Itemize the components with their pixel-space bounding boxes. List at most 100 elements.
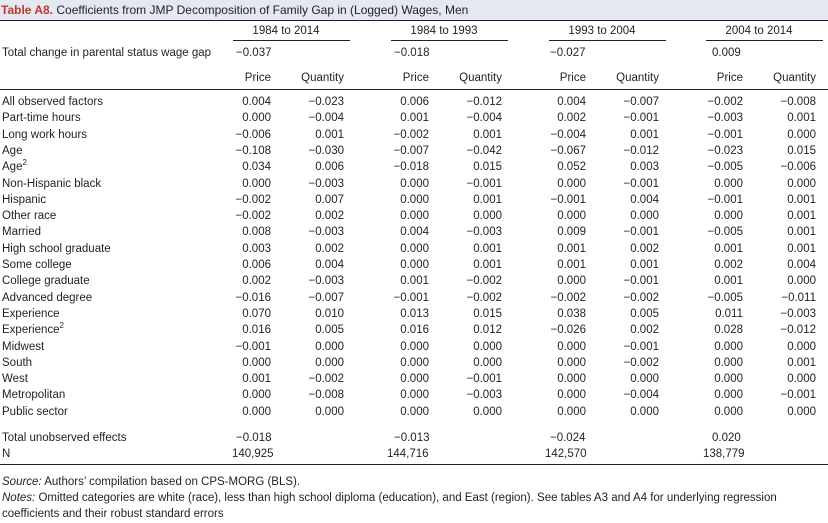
- row-label: Long work hours: [2, 129, 87, 141]
- row-value: −0.003: [308, 177, 345, 190]
- row-label-text: High school graduate: [2, 242, 111, 255]
- row-value: 0.002: [315, 210, 344, 223]
- row-value: −0.016: [235, 291, 272, 304]
- row-value: 0.000: [557, 389, 586, 402]
- row-value: 0.001: [400, 112, 429, 125]
- row-label: Metropolitan: [2, 389, 65, 401]
- row-value: 0.000: [400, 210, 429, 223]
- row-value: −0.001: [623, 112, 660, 125]
- row-value: 0.000: [630, 210, 659, 223]
- row-label-text: Advanced degree: [2, 291, 93, 304]
- period-header-4: 2004 to 2014: [725, 25, 793, 37]
- row-value: 0.000: [714, 389, 743, 402]
- row-label-text: Long work hours: [2, 128, 88, 141]
- table-title-text: Coefficients from JMP Decomposition of F…: [56, 3, 469, 17]
- row-value: −0.006: [780, 161, 817, 174]
- row-value: 0.000: [400, 340, 429, 353]
- row-value: −0.006: [235, 128, 272, 141]
- row-value: 0.000: [242, 389, 271, 402]
- total-change-value: −0.027: [550, 47, 586, 59]
- row-value: 0.000: [714, 177, 743, 190]
- row-value: 0.010: [315, 307, 344, 320]
- row-label-text: College graduate: [2, 275, 90, 288]
- period-header-1: 1984 to 2014: [252, 25, 320, 37]
- row-value: 0.006: [315, 161, 344, 174]
- row-value: 0.011: [715, 307, 743, 320]
- source-text: Authors’ compilation based on CPS-MORG (…: [41, 476, 301, 488]
- row-value: 0.000: [242, 405, 271, 418]
- price-header: Price: [244, 72, 271, 84]
- row-value: 0.034: [242, 161, 271, 174]
- quantity-header: Quantity: [459, 72, 502, 84]
- row-label-superscript: 2: [59, 321, 64, 331]
- table-row: Part-time hours 0.000 −0.004 0.001 −0.004 0.0…: [0, 112, 828, 128]
- row-value: 0.038: [557, 307, 586, 320]
- table-row: Hispanic −0.002 0.007 0.000 0.001 −0.001 0.004…: [0, 194, 828, 210]
- row-value: 0.004: [787, 259, 816, 271]
- row-value: 0.005: [315, 324, 344, 337]
- row-label-text: South: [2, 356, 33, 369]
- table-row: Age −0.108 −0.030 −0.007 −0.042 −0.067 −0.012 −…: [0, 145, 828, 161]
- row-value: 0.000: [400, 259, 429, 271]
- row-value: 0.002: [630, 324, 659, 337]
- quantity-header: Quantity: [773, 72, 816, 84]
- row-value: −0.004: [466, 112, 503, 125]
- row-label-text: Experience: [2, 324, 60, 337]
- price-header: Price: [559, 72, 586, 84]
- row-value: −0.042: [466, 144, 503, 157]
- row-value: 0.000: [787, 405, 816, 418]
- row-value: 0.001: [787, 242, 816, 255]
- row-value: 0.000: [473, 210, 502, 223]
- row-value: −0.026: [550, 324, 587, 337]
- header-rule: [0, 89, 828, 90]
- total-change-row: Total change in parental status wage gap…: [0, 47, 828, 63]
- row-value: 0.000: [242, 112, 271, 125]
- row-value: 0.000: [400, 373, 429, 386]
- row-value: 0.001: [473, 259, 502, 271]
- row-label-text: West: [2, 373, 28, 386]
- row-value: −0.005: [707, 226, 744, 239]
- row-value: 0.002: [714, 259, 743, 271]
- quantity-header: Quantity: [301, 72, 344, 84]
- row-value: 0.000: [557, 177, 586, 190]
- row-value: −0.002: [550, 291, 587, 304]
- table-row: Public sector 0.000 0.000 0.000 0.000 0.000 0.…: [0, 406, 828, 422]
- row-value: 0.000: [315, 340, 344, 353]
- row-value: 0.000: [787, 373, 816, 386]
- row-value: −0.003: [466, 226, 503, 239]
- total-unobserved-value: −0.013: [394, 432, 430, 444]
- notes-note: Notes: Omitted categories are white (rac…: [2, 490, 822, 522]
- n-label: N: [2, 448, 11, 460]
- table-row: Experience2 0.016 0.005 0.016 0.012 −0.026 0.0…: [0, 321, 828, 340]
- period-rule-2: [391, 40, 508, 41]
- row-value: −0.012: [780, 324, 817, 337]
- row-value: 0.002: [630, 242, 659, 255]
- row-value: 0.000: [714, 373, 743, 386]
- row-label-text: Married: [2, 226, 41, 239]
- row-label-text: Midwest: [2, 340, 45, 353]
- row-value: −0.003: [466, 389, 503, 402]
- quantity-header: Quantity: [616, 72, 659, 84]
- table-row: West 0.001 −0.002 0.000 −0.001 0.000 0.000 0.00…: [0, 373, 828, 389]
- row-value: −0.023: [707, 144, 744, 157]
- row-value: −0.002: [235, 193, 272, 206]
- row-value: −0.002: [707, 96, 744, 108]
- row-value: 0.002: [557, 112, 586, 125]
- total-change-value: −0.037: [236, 47, 272, 59]
- row-value: −0.001: [550, 193, 587, 206]
- row-value: 0.000: [242, 356, 271, 369]
- row-label: All observed factors: [2, 96, 103, 108]
- table-row: Metropolitan 0.000 −0.008 0.000 −0.003 0.000 −…: [0, 389, 828, 405]
- table-row: All observed factors 0.004 −0.023 0.006 −0.0…: [0, 96, 828, 112]
- row-value: 0.001: [557, 259, 586, 271]
- table-title: Table A8. Coefficients from JMP Decompos…: [0, 0, 828, 20]
- row-value: 0.001: [787, 112, 816, 125]
- row-value: −0.004: [623, 389, 660, 402]
- top-rule: [0, 20, 828, 21]
- row-label: Advanced degree: [2, 292, 92, 304]
- table-row: Age2 0.034 0.006 −0.018 0.015 0.052 0.003 −0.00…: [0, 159, 828, 177]
- row-value: 0.000: [557, 210, 586, 223]
- table-row: Other race −0.002 0.002 0.000 0.000 0.000 0.00…: [0, 210, 828, 226]
- row-value: −0.001: [235, 340, 272, 353]
- period-rule-1: [233, 40, 350, 41]
